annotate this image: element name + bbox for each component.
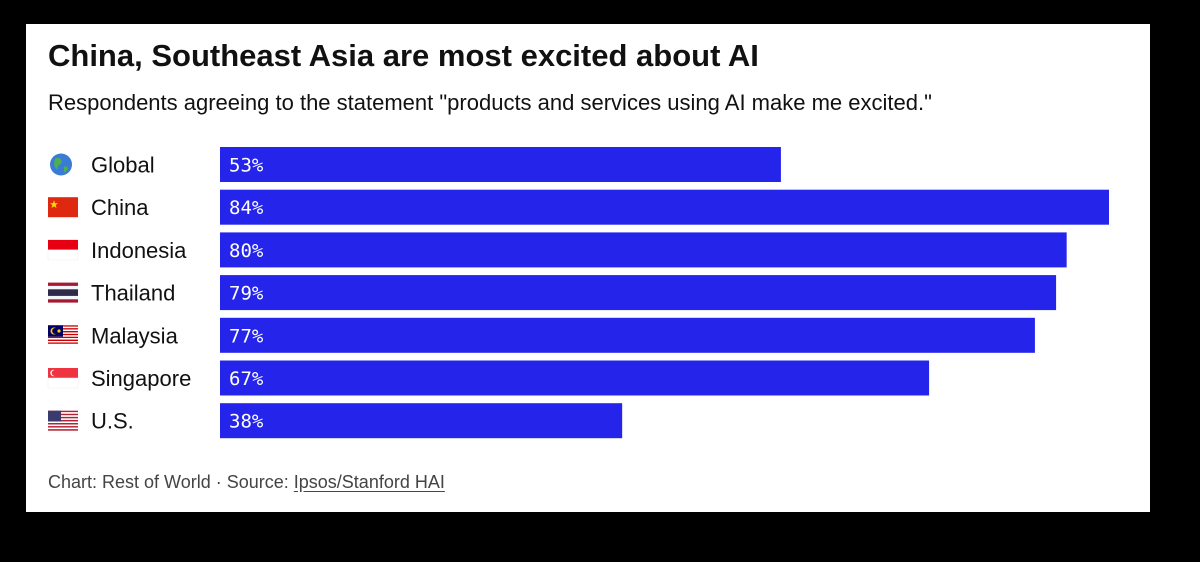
bar bbox=[220, 232, 1067, 268]
data-label: 80% bbox=[229, 240, 264, 262]
malaysia-flag-icon bbox=[48, 325, 78, 346]
bar bbox=[220, 360, 930, 396]
data-label: 38% bbox=[229, 411, 264, 433]
singapore-flag-icon bbox=[47, 368, 79, 389]
data-label: 77% bbox=[229, 325, 264, 347]
china-flag-icon bbox=[48, 197, 78, 218]
category-label: Indonesia bbox=[91, 238, 187, 263]
footer-separator: · bbox=[210, 472, 227, 492]
thailand-flag-icon bbox=[48, 282, 78, 303]
bar bbox=[220, 275, 1057, 311]
bar bbox=[220, 147, 781, 182]
category-label: Global bbox=[91, 153, 155, 178]
category-label: U.S. bbox=[91, 409, 134, 434]
chart-subtitle: Respondents agreeing to the statement "p… bbox=[48, 90, 932, 115]
source-link[interactable]: Ipsos/Stanford HAI bbox=[293, 472, 445, 492]
data-label: 53% bbox=[229, 155, 264, 177]
chart-footer: Chart: Rest of World · Source: Ipsos/Sta… bbox=[48, 472, 445, 493]
us-flag-icon bbox=[48, 410, 78, 431]
source-label: Source: bbox=[226, 472, 294, 492]
chart-card: China, Southeast Asia are most excited a… bbox=[26, 24, 1150, 512]
category-label: Singapore bbox=[91, 366, 191, 391]
data-label: 84% bbox=[229, 197, 264, 219]
bar bbox=[220, 317, 1035, 353]
chart-credit: Chart: Rest of World bbox=[48, 472, 211, 492]
indonesia-flag-icon bbox=[47, 239, 79, 261]
category-label: Malaysia bbox=[91, 323, 179, 348]
data-label: 79% bbox=[229, 283, 264, 305]
data-label: 67% bbox=[229, 368, 264, 390]
category-label: Thailand bbox=[91, 281, 175, 306]
chart-title: China, Southeast Asia are most excited a… bbox=[48, 38, 759, 73]
bar bbox=[220, 189, 1109, 225]
bar-chart: Global 53% China 84% Indonesia 80% Thailand 79%… bbox=[47, 147, 1109, 439]
category-label: China bbox=[91, 195, 149, 220]
globe-icon bbox=[50, 153, 72, 176]
bar bbox=[220, 403, 623, 439]
